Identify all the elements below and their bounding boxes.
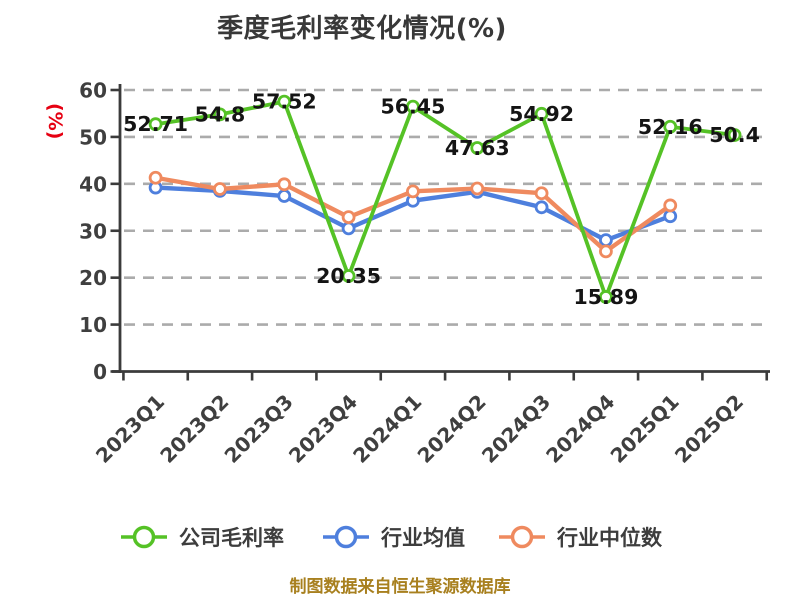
legend-marker-company-gross-margin: [121, 525, 167, 549]
legend-marker-industry-average: [323, 525, 369, 549]
chart-title: 季度毛利率变化情况(%): [217, 14, 507, 44]
y-tick-label-10: 10: [79, 313, 107, 337]
industry-average-point: [277, 189, 292, 203]
industry-average-point: [599, 233, 613, 248]
y-tick-label-20: 20: [79, 266, 107, 290]
company-gross-margin-point: [277, 94, 292, 109]
company-gross-margin-point: [727, 128, 742, 142]
x-tick-label-2025Q1: 2025Q1: [606, 390, 684, 468]
data-label-2023Q4: 20.35: [316, 264, 381, 288]
legend-marker-industry-median: [499, 525, 545, 549]
company-gross-margin-point: [213, 107, 227, 122]
data-label-2023Q2: 54.8: [195, 102, 246, 126]
legend-circle-icon: [334, 525, 358, 549]
company-gross-margin-point: [148, 117, 163, 132]
company-gross-margin-line: [153, 99, 737, 299]
company-gross-margin-point: [341, 269, 356, 283]
y-tick-label-30: 30: [79, 219, 107, 243]
data-label-2025Q2: 50.4: [709, 123, 760, 147]
industry-median-point: [599, 244, 613, 259]
data-label-2024Q3: 54.92: [509, 102, 574, 126]
company-gross-margin-point: [663, 119, 678, 134]
y-tick-label-0: 0: [93, 360, 107, 384]
legend-label: 公司毛利率: [179, 526, 284, 550]
x-tick-label-2025Q2: 2025Q2: [670, 390, 748, 468]
industry-average-point: [341, 221, 356, 236]
company-gross-margin-point: [534, 106, 549, 121]
company-gross-margin-point: [470, 141, 485, 155]
industry-median-point: [213, 182, 227, 196]
legend-circle-icon: [510, 525, 534, 549]
company-gross-margin-point: [406, 99, 420, 114]
data-label-2024Q4: 15.89: [573, 285, 638, 309]
data-label-2024Q2: 47.63: [445, 136, 510, 160]
legend-item-company-gross-margin: 公司毛利率: [120, 522, 284, 552]
industry-median-point: [470, 181, 485, 196]
x-tick-label-2024Q2: 2024Q2: [413, 390, 491, 468]
legend-item-industry-average: 行业均值: [322, 522, 465, 552]
industry-average-point: [663, 209, 678, 224]
x-tick-label-2023Q1: 2023Q1: [91, 390, 169, 468]
x-tick-label-2023Q4: 2023Q4: [284, 390, 362, 468]
y-axis-unit-label: (%): [44, 103, 66, 140]
industry-median-point: [148, 170, 163, 185]
industry-median-point: [341, 210, 356, 225]
data-label-2023Q3: 57.52: [252, 90, 317, 114]
legend-label: 行业均值: [381, 526, 465, 550]
x-tick-label-2024Q4: 2024Q4: [541, 390, 619, 468]
data-label-2023Q1: 52.71: [123, 112, 188, 136]
legend-item-industry-median: 行业中位数: [498, 522, 662, 552]
x-tick-label-2024Q3: 2024Q3: [477, 390, 555, 468]
industry-average-point: [534, 200, 549, 215]
x-tick-label-2023Q2: 2023Q2: [155, 390, 233, 468]
y-tick-label-60: 60: [79, 79, 107, 103]
company-gross-margin-point: [599, 290, 613, 304]
industry-median-point: [663, 198, 678, 213]
data-source-note: 制图数据来自恒生聚源数据库: [289, 577, 511, 597]
x-tick-label-2024Q1: 2024Q1: [348, 390, 426, 468]
y-tick-label-50: 50: [79, 125, 107, 149]
x-tick-label-2023Q3: 2023Q3: [220, 390, 298, 468]
industry-median-point: [534, 186, 549, 201]
industry-median-point: [406, 184, 420, 199]
legend-circle-icon: [132, 525, 156, 549]
data-label-2025Q1: 52.16: [638, 115, 703, 139]
data-label-2024Q1: 56.45: [380, 95, 445, 119]
legend-label: 行业中位数: [557, 526, 662, 550]
industry-median-point: [277, 177, 292, 192]
y-tick-label-40: 40: [79, 172, 107, 196]
chart-legend: 公司毛利率 行业均值 行业中位数: [0, 522, 800, 552]
line-chart: 01020304050602023Q12023Q22023Q32023Q4202…: [79, 79, 770, 468]
